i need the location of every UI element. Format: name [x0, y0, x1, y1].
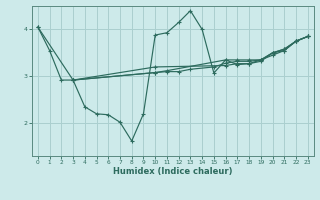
X-axis label: Humidex (Indice chaleur): Humidex (Indice chaleur)	[113, 167, 233, 176]
